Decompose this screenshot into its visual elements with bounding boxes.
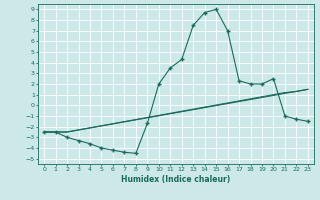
X-axis label: Humidex (Indice chaleur): Humidex (Indice chaleur) <box>121 175 231 184</box>
